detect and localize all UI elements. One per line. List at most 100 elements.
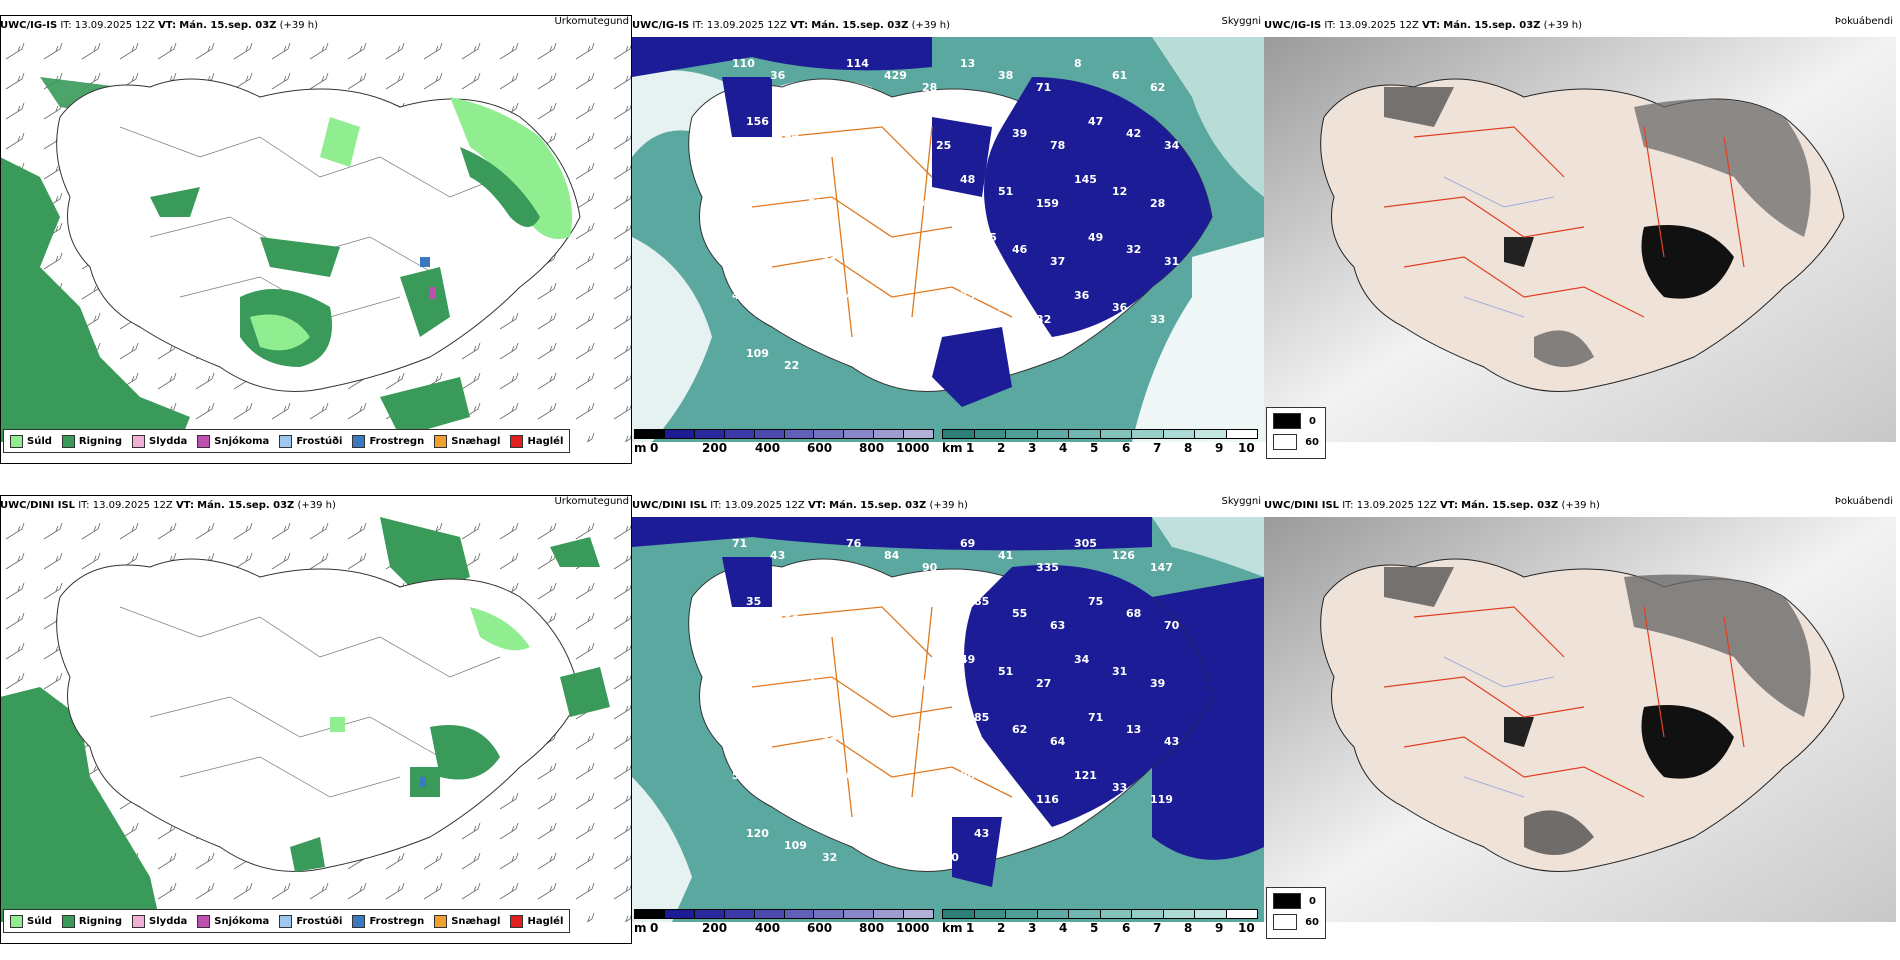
visibility-label: 288 <box>860 827 883 840</box>
initial-time: 13.09.2025 12Z <box>1338 20 1419 31</box>
valid-time: Mán. 15.sep. 03Z <box>197 500 295 511</box>
visibility-label: 116 <box>1036 793 1059 806</box>
visibility-label: 31 <box>822 255 837 268</box>
legend-item: Frostregn <box>352 914 424 928</box>
visibility-label: 47 <box>974 115 989 128</box>
visibility-label: 65 <box>936 619 951 632</box>
panel-title: Skyggni <box>1221 16 1261 27</box>
visibility-label: 62 <box>1012 723 1027 736</box>
lead-time: (+39 h) <box>1561 500 1600 511</box>
visibility-label: 50 <box>732 173 748 186</box>
visibility-label: 55 <box>808 197 823 210</box>
visibility-label: 22 <box>784 359 799 372</box>
visibility-label: 76 <box>822 139 838 152</box>
visibility-label: 33 <box>822 735 837 748</box>
visibility-label: 32 <box>1036 313 1051 326</box>
model-source: UWC/IG-IS <box>0 20 58 31</box>
visibility-label: 33 <box>1112 781 1127 794</box>
lead-time: (+39 h) <box>279 20 319 31</box>
visibility-label: 33 <box>1150 313 1165 326</box>
legend-item: Rigning <box>61 914 122 928</box>
panel-fog-ig: UWC/IG-IS IT: 13.09.2025 12Z VT: Mán. 15… <box>1264 15 1896 480</box>
visibility-label: 147 <box>1150 561 1173 574</box>
visibility-label: 55 <box>732 769 747 782</box>
visibility-label: 8 <box>1074 57 1082 70</box>
visibility-label: 145 <box>1074 173 1097 186</box>
visibility-label: 62 <box>846 769 861 782</box>
visibility-label: 83 <box>822 619 837 632</box>
visibility-label: 44 <box>784 243 800 256</box>
valid-time: Mán. 15.sep. 03Z <box>811 20 909 31</box>
model-source: UWC/IG-IS <box>1264 20 1322 31</box>
visibility-label: 35 <box>998 301 1013 314</box>
panel-header: UWC/DINI ISL IT: 13.09.2025 12Z VT: Mán.… <box>0 495 632 517</box>
visibility-label: 72 <box>846 653 861 666</box>
fog-legend: 0 60 <box>1266 887 1326 939</box>
visibility-label: 43 <box>846 289 861 302</box>
visibility-label: 90 <box>922 561 938 574</box>
visibility-label: 100 <box>936 851 959 864</box>
visibility-label: 71 <box>1088 711 1103 724</box>
valid-time: Mán. 15.sep. 03Z <box>1443 20 1541 31</box>
panel-header: UWC/IG-IS IT: 13.09.2025 12Z VT: Mán. 15… <box>1264 15 1896 37</box>
visibility-label: 61 <box>1112 69 1127 82</box>
visibility-label: 89 <box>860 711 875 724</box>
visibility-label: 37 <box>1050 255 1065 268</box>
visibility-label: 39 <box>922 793 937 806</box>
visibility-label: 188 <box>922 313 945 326</box>
valid-time: Mán. 15.sep. 03Z <box>829 500 927 511</box>
visibility-label: 75 <box>936 255 951 268</box>
visibility-label: 45 <box>732 289 747 302</box>
visibility-label: 55 <box>1012 607 1027 620</box>
panel-title: Skyggni <box>1221 496 1261 507</box>
visibility-label: 27 <box>1036 677 1051 690</box>
precip-legend: Súld Rigning Slydda Snjókoma Frostúði Fr… <box>3 909 571 933</box>
panel-title: Úrkomutegund <box>554 496 629 507</box>
visibility-label: 40 <box>898 127 914 140</box>
roads <box>1383 606 1745 798</box>
visibility-label: 39 <box>1150 677 1165 690</box>
visibility-label: 42 <box>1126 127 1141 140</box>
visibility-label: 62 <box>1150 81 1165 94</box>
visibility-label: 38 <box>998 69 1013 82</box>
visibility-label: 72 <box>808 81 823 94</box>
model-source: UWC/IG-IS <box>632 20 690 31</box>
visibility-label: 23 <box>784 127 799 140</box>
legend-item: Snjókoma <box>197 914 269 928</box>
initial-time: 13.09.2025 12Z <box>724 500 805 511</box>
visibility-label: 38 <box>860 115 875 128</box>
visibility-colorbar-km: km 1 2 3 4 5 6 7 8 9 10 <box>942 909 1258 939</box>
visibility-label: 58 <box>770 665 785 678</box>
panel-precip-type-ig: UWC/IG-IS IT: 13.09.2025 12Z VT: Mán. 15… <box>0 15 632 480</box>
visibility-label: 63 <box>1050 619 1065 632</box>
visibility-labels: 71 43 43 76 84 90 69 41 335 305 126 147 35 51 83 48 102 6… <box>732 537 1180 864</box>
legend-item: Slydda <box>132 914 187 928</box>
roads <box>1383 126 1745 318</box>
visibility-label: 114 <box>846 57 869 70</box>
visibility-label: 335 <box>1036 561 1059 574</box>
visibility-labels: 110 36 72 114 429 28 13 38 71 8 61 62 156 23 76 38 40 25 4… <box>732 57 1180 372</box>
panel-header: UWC/DINI ISL IT: 13.09.2025 12Z VT: Mán.… <box>632 495 1264 517</box>
panel-visibility-ig: UWC/IG-IS IT: 13.09.2025 12Z VT: Mán. 15… <box>632 15 1264 480</box>
visibility-label: 51 <box>998 185 1013 198</box>
lead-time: (+39 h) <box>297 500 336 511</box>
visibility-label: 48 <box>960 173 975 186</box>
legend-item: Snæhagl <box>434 914 500 928</box>
visibility-label: 43 <box>974 827 989 840</box>
visibility-label: 78 <box>936 735 951 748</box>
visibility-label: 41 <box>998 549 1013 562</box>
visibility-label: 51 <box>784 607 799 620</box>
visibility-label: 51 <box>846 173 861 186</box>
visibility-label: 429 <box>884 69 907 82</box>
visibility-label: 35 <box>746 595 761 608</box>
model-source: UWC/DINI ISL <box>1264 500 1340 511</box>
visibility-label: 31 <box>1164 255 1179 268</box>
visibility-label: 67 <box>770 301 785 314</box>
legend-item: Slydda <box>132 434 187 448</box>
initial-time: 13.09.2025 12Z <box>1356 500 1437 511</box>
visibility-label: 85 <box>974 711 989 724</box>
visibility-label: 119 <box>1150 793 1173 806</box>
initial-time: 13.09.2025 12Z <box>706 20 787 31</box>
visibility-label: 52 <box>808 313 823 326</box>
visibility-colorbar-m: m 0 200 400 600 800 1000 <box>634 909 934 939</box>
